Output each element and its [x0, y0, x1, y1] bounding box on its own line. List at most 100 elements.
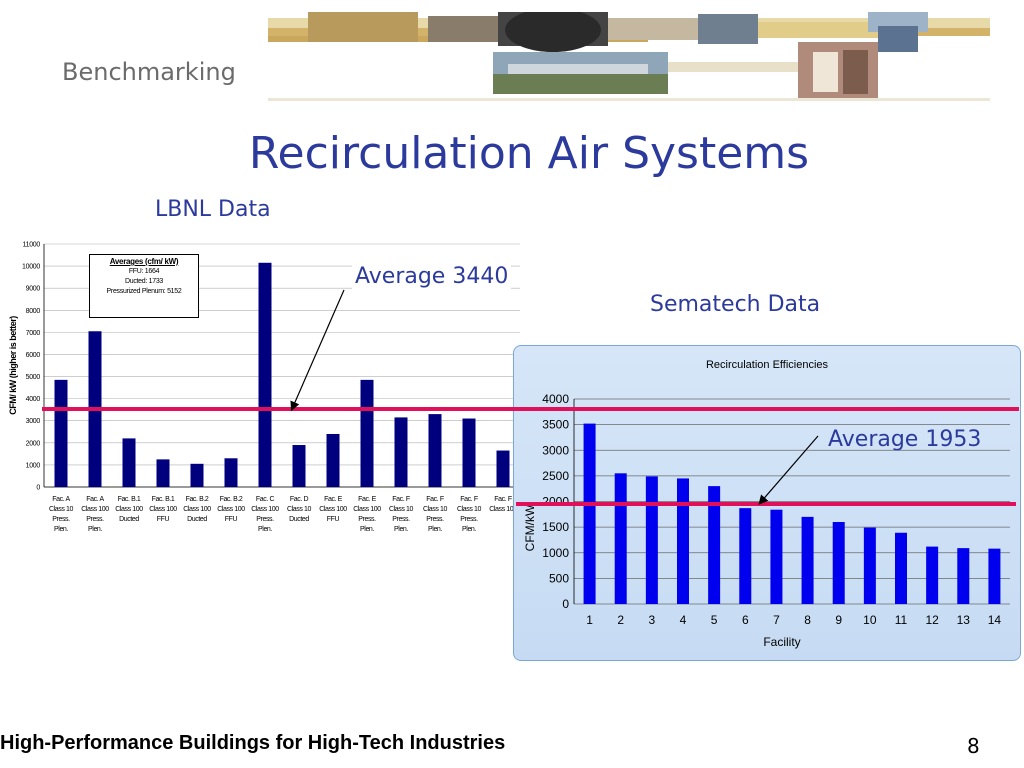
sematech-bar	[895, 532, 907, 604]
lbnl-y-axis-label: CFM/ kW (higher is better)	[8, 316, 18, 415]
lbnl-x-tick-label: Plen.	[462, 526, 476, 533]
sematech-bar	[739, 508, 752, 604]
lbnl-average-label: Average 3440	[352, 264, 512, 289]
sematech-bar	[770, 509, 783, 604]
lbnl-x-tick-label: Plen.	[88, 526, 102, 533]
lbnl-bar	[496, 450, 510, 487]
lbnl-x-tick-label: Press.	[358, 516, 376, 523]
sematech-x-ticks: 1 2 3 4 5 6 7 8 9 10 11 12 13 14	[586, 613, 1001, 627]
header-banner-image	[268, 12, 990, 101]
lbnl-x-tick-label: Plen.	[394, 526, 408, 533]
lbnl-y-tick-label: 10000	[22, 264, 40, 271]
lbnl-x-tick-label: Fac. F	[494, 496, 512, 503]
lbnl-bars	[54, 262, 510, 487]
sematech-bars	[583, 423, 1001, 604]
sematech-y-axis-label: CFM/kW	[523, 504, 537, 551]
sematech-x-tick-label: 9	[835, 613, 842, 627]
sematech-y-ticks: 05001000150020002500300035004000	[542, 392, 569, 611]
lbnl-bar	[462, 418, 476, 487]
lbnl-x-tick-label: Fac. A	[86, 496, 104, 503]
lbnl-x-tick-label: Fac. B.2	[186, 496, 209, 503]
lbnl-x-tick-label: Class 10	[457, 506, 482, 513]
sematech-x-tick-label: 13	[957, 613, 971, 627]
sematech-bar	[708, 486, 721, 604]
lbnl-data-label: LBNL Data	[155, 197, 271, 222]
lbnl-y-tick-label: 9000	[26, 286, 41, 293]
lbnl-x-tick-label: Press.	[460, 516, 478, 523]
lbnl-y-tick-label: 7000	[26, 330, 41, 337]
sematech-bar	[801, 516, 814, 604]
lbnl-bar	[190, 463, 204, 487]
sematech-x-tick-label: 6	[742, 613, 749, 627]
lbnl-x-tick-label: Fac. A	[52, 496, 70, 503]
lbnl-x-tick-label: FFU	[157, 516, 170, 523]
lbnl-x-tick-label: Plen.	[54, 526, 68, 533]
sematech-y-tick-label: 3000	[542, 443, 569, 457]
lbnl-bar	[326, 433, 340, 487]
page-number: 8	[967, 734, 980, 758]
lbnl-legend-box: Averages (cfm/ kW) FFU: 1664 Ducted: 173…	[89, 254, 199, 318]
lbnl-x-tick-label: Ducted	[187, 516, 207, 523]
lbnl-bar	[394, 417, 408, 487]
sematech-x-tick-label: 11	[895, 613, 908, 627]
lbnl-bar	[54, 379, 68, 487]
lbnl-y-tick-label: 4000	[26, 396, 41, 403]
sematech-y-tick-label: 2500	[542, 469, 569, 483]
lbnl-x-tick-label: Plen.	[428, 526, 442, 533]
lbnl-x-labels: Fac. A Class 10 Press. Plen. Fac. A Class 100…	[49, 496, 518, 533]
lbnl-x-tick-label: Class 100	[353, 506, 381, 513]
sematech-average-label: Average 1953	[828, 427, 982, 452]
lbnl-x-tick-label: Fac. E	[358, 496, 377, 503]
lbnl-x-tick-label: Press.	[52, 516, 70, 523]
sematech-y-tick-label: 4000	[542, 392, 569, 406]
lbnl-average-arrow	[290, 289, 345, 412]
sematech-x-tick-label: 7	[773, 613, 780, 627]
lbnl-x-tick-label: FFU	[327, 516, 340, 523]
sematech-x-tick-label: 14	[988, 613, 1002, 627]
sematech-bar	[988, 548, 1001, 604]
legend-line-plenum: Pressurized Plenum: 5152	[106, 288, 182, 295]
sematech-chart: Recirculation Efficiencies 0 500 1000 1500 2…	[523, 359, 1010, 649]
lbnl-bar	[224, 458, 238, 487]
lbnl-x-tick-label: Plen.	[360, 526, 374, 533]
sematech-bar	[645, 476, 658, 604]
sematech-y-tick-label: 1500	[542, 520, 569, 534]
lbnl-x-tick-label: Plen.	[258, 526, 272, 533]
lbnl-x-tick-label: Class 100	[149, 506, 177, 513]
lbnl-x-tick-label: Class 100	[217, 506, 245, 513]
sematech-x-tick-label: 2	[617, 613, 624, 627]
lbnl-x-tick-label: Class 10	[287, 506, 312, 513]
lbnl-bar	[428, 414, 442, 487]
sematech-x-axis-label: Facility	[763, 635, 800, 649]
sematech-x-tick-label: 10	[863, 613, 877, 627]
lbnl-y-tick-label: 6000	[26, 352, 41, 359]
lbnl-x-tick-label: Class 100	[183, 506, 211, 513]
sematech-bar	[957, 548, 970, 604]
lbnl-x-tick-label: Class 100	[319, 506, 347, 513]
sematech-y-tick-label: 500	[549, 571, 569, 585]
lbnl-x-tick-label: Fac. F	[460, 496, 478, 503]
lbnl-y-tick-label: 11000	[23, 242, 41, 249]
lbnl-bar	[360, 379, 374, 487]
sematech-bar	[832, 522, 845, 604]
sematech-bar	[677, 478, 689, 604]
lbnl-bar	[122, 438, 136, 487]
lbnl-y-tick-label: 2000	[26, 440, 41, 447]
lbnl-x-tick-label: Fac. B.1	[152, 496, 175, 503]
sematech-data-label: Sematech Data	[650, 292, 821, 317]
sematech-chart-title: Recirculation Efficiencies	[706, 359, 829, 371]
lbnl-x-tick-label: Fac. C	[256, 496, 275, 503]
lbnl-x-tick-label: Fac. D	[290, 496, 309, 503]
lbnl-y-tick-label: 5000	[26, 374, 41, 381]
lbnl-x-tick-label: Press.	[256, 516, 274, 523]
lbnl-x-tick-label: Fac. E	[324, 496, 343, 503]
lbnl-bar	[156, 459, 170, 487]
lbnl-x-tick-label: FFU	[225, 516, 238, 523]
lbnl-average-line	[42, 407, 1019, 411]
lbnl-y-ticks: 0 1000 2000 3000 4000 5000 6000 7000 8000 9000 100…	[22, 242, 41, 492]
lbnl-bar	[292, 445, 306, 487]
legend-line-ffu: FFU: 1664	[128, 268, 160, 275]
lbnl-x-tick-label: Ducted	[119, 516, 139, 523]
lbnl-x-tick-label: Fac. F	[426, 496, 444, 503]
